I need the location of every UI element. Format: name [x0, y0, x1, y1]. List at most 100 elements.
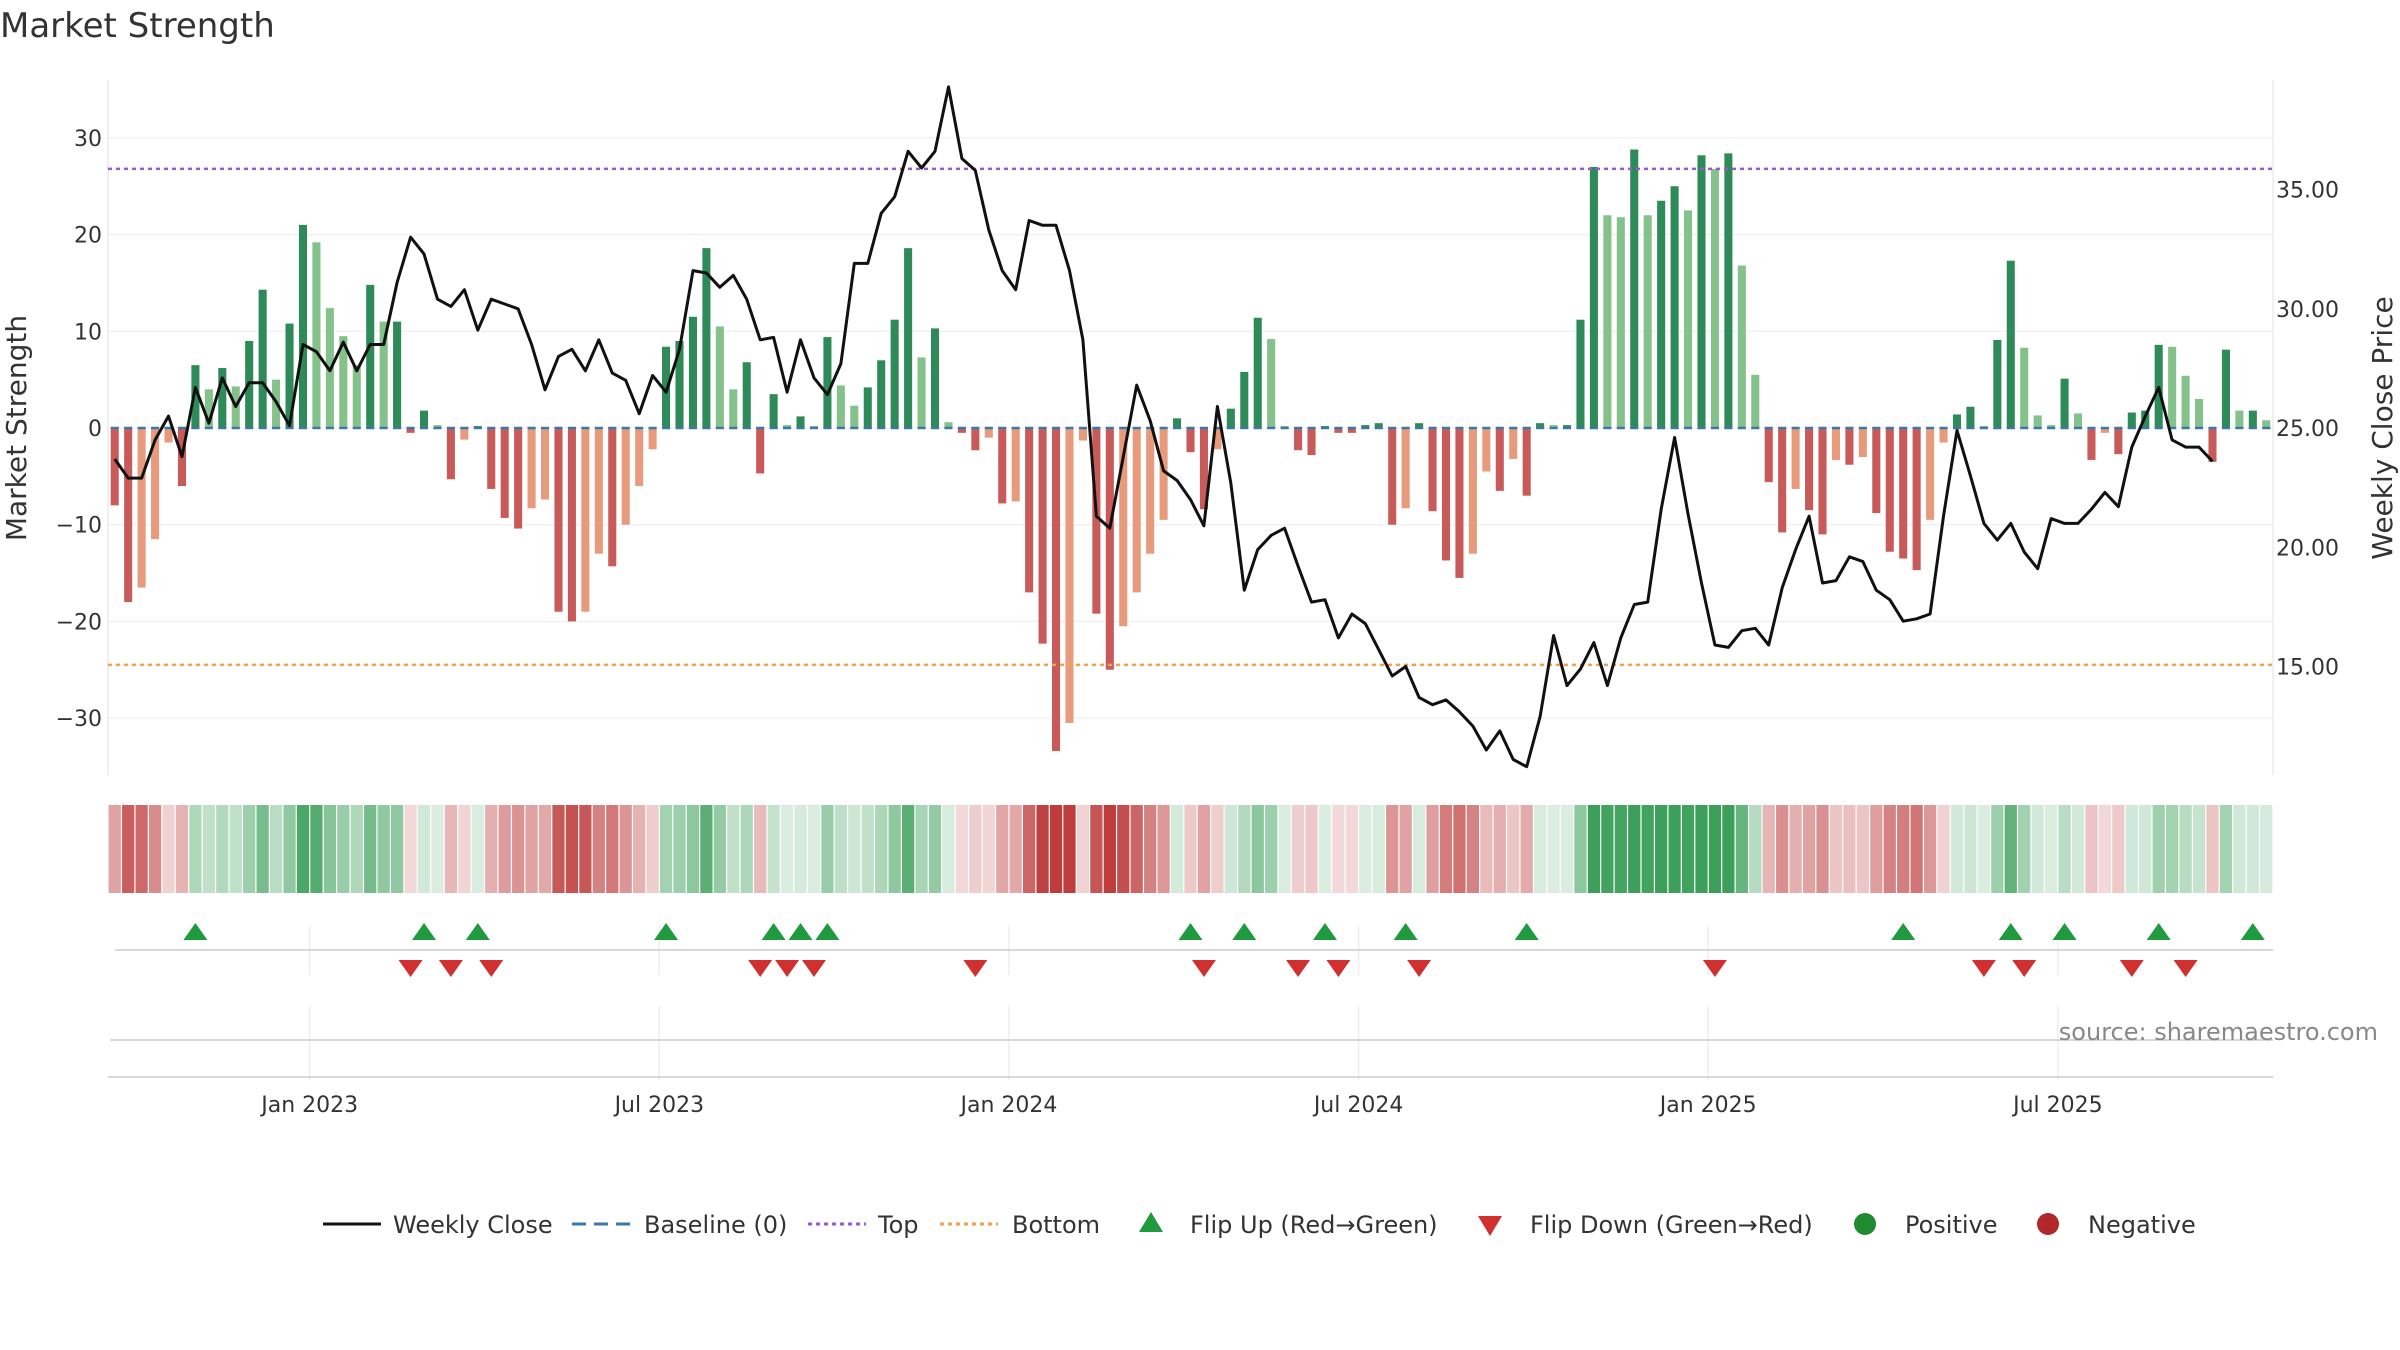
- strength-bar: [594, 428, 603, 554]
- y-tick-label: 0: [88, 417, 102, 442]
- y-tick-label: −30: [56, 707, 102, 732]
- strength-bar: [1468, 428, 1477, 554]
- strength-bar: [715, 326, 724, 428]
- flip-down-marker: [2173, 960, 2198, 977]
- heat-cell: [982, 805, 995, 893]
- heat-cell: [2085, 805, 2098, 893]
- heat-cell: [1923, 805, 1937, 893]
- heat-cell: [1238, 805, 1251, 893]
- heat-cell: [350, 805, 363, 893]
- flip-down-marker: [2012, 960, 2037, 977]
- strength-bar: [446, 428, 455, 480]
- heat-cell: [1977, 805, 1991, 893]
- legend-item-weekly-close[interactable]: Weekly Close: [323, 1211, 553, 1239]
- heat-cell: [108, 805, 121, 893]
- strength-bar: [541, 428, 550, 500]
- strength-bar: [1603, 215, 1612, 428]
- heat-cell: [754, 805, 767, 893]
- heat-cell: [1574, 805, 1587, 893]
- strength-bar: [1536, 423, 1545, 428]
- flip-down-marker: [2119, 960, 2144, 977]
- strength-bar: [783, 425, 792, 428]
- strength-bar: [567, 428, 576, 622]
- strength-bar: [2235, 410, 2244, 428]
- heat-cell: [2246, 805, 2259, 893]
- heat-cell: [2098, 805, 2112, 893]
- strength-bar: [796, 416, 805, 428]
- strength-bar: [1146, 428, 1155, 554]
- strength-bar: [1562, 425, 1572, 428]
- heat-cell: [1749, 805, 1762, 893]
- heat-cell: [1614, 805, 1627, 893]
- heat-cell: [1480, 805, 1493, 893]
- strength-bar: [1415, 423, 1424, 428]
- heat-cell: [821, 805, 834, 893]
- flip-down-marker: [1326, 960, 1351, 977]
- legend-item-flip-down[interactable]: Flip Down (Green→Red): [1478, 1211, 1813, 1239]
- strength-bar: [2047, 425, 2056, 428]
- strength-bar: [2127, 412, 2136, 428]
- strength-bar: [1697, 155, 1706, 428]
- strength-bar: [984, 428, 993, 438]
- legend-label: Bottom: [1012, 1211, 1100, 1239]
- triangle-down-icon: [1478, 1216, 1502, 1236]
- strength-bar: [2114, 428, 2123, 455]
- strength-bar: [1616, 217, 1625, 428]
- strength-bar: [1307, 428, 1316, 456]
- strength-bar: [191, 365, 200, 428]
- heat-cell: [1278, 805, 1291, 893]
- heat-cell: [565, 805, 579, 893]
- x-tick-label: Jul 2024: [1312, 1093, 1404, 1118]
- heat-cell: [148, 805, 162, 893]
- heat-cell: [955, 805, 969, 893]
- heat-cell: [310, 805, 323, 893]
- legend-item-positive[interactable]: Positive: [1854, 1211, 1998, 1239]
- flip-up-marker: [183, 923, 208, 940]
- strength-bar: [2168, 346, 2177, 428]
- strength-bar: [648, 428, 657, 450]
- heat-cell: [2004, 805, 2017, 893]
- strength-bar: [1630, 149, 1639, 428]
- strength-bar: [1455, 428, 1464, 578]
- heat-cell: [2044, 805, 2058, 893]
- legend-item-bottom[interactable]: Bottom: [940, 1211, 1100, 1239]
- legend-item-top[interactable]: Top: [808, 1211, 919, 1239]
- heat-cell: [135, 805, 148, 893]
- strength-bar: [1805, 428, 1814, 511]
- strength-bar: [352, 365, 361, 428]
- strength-bar: [1885, 428, 1894, 552]
- legend-item-negative[interactable]: Negative: [2037, 1211, 2196, 1239]
- legend-item-flip-up[interactable]: Flip Up (Red→Green): [1139, 1211, 1438, 1239]
- heat-cell: [512, 805, 525, 893]
- heat-cell: [458, 805, 471, 893]
- strength-bar: [2195, 398, 2204, 428]
- legend-label: Flip Up (Red→Green): [1190, 1211, 1438, 1239]
- heat-cell: [1856, 805, 1869, 893]
- heat-cell: [1762, 805, 1775, 893]
- strength-bar: [1589, 166, 1598, 428]
- strength-bar: [110, 428, 119, 506]
- legend-item-baseline[interactable]: Baseline (0): [572, 1211, 787, 1239]
- weekly-close-line: [113, 85, 2214, 769]
- y2-tick-label: 20.00: [2276, 536, 2339, 561]
- heat-cell: [2206, 805, 2219, 893]
- strength-bar: [554, 428, 563, 612]
- circle-icon: [2037, 1213, 2059, 1235]
- strength-bar: [971, 428, 980, 451]
- strength-bar: [2087, 428, 2096, 460]
- strength-bar: [702, 248, 711, 428]
- heat-cell: [633, 805, 646, 893]
- heat-cell: [229, 805, 242, 893]
- heat-cell: [1964, 805, 1977, 893]
- strength-bar: [527, 428, 536, 509]
- heat-cell: [1009, 805, 1022, 893]
- heat-cell: [659, 805, 673, 893]
- heat-cell: [646, 805, 659, 893]
- strength-bar: [2181, 375, 2190, 428]
- heat-cell: [861, 805, 874, 893]
- strength-bar: [514, 428, 523, 529]
- heat-cell: [377, 805, 390, 893]
- strength-bar: [1576, 319, 1585, 428]
- flip-down-marker: [438, 960, 463, 977]
